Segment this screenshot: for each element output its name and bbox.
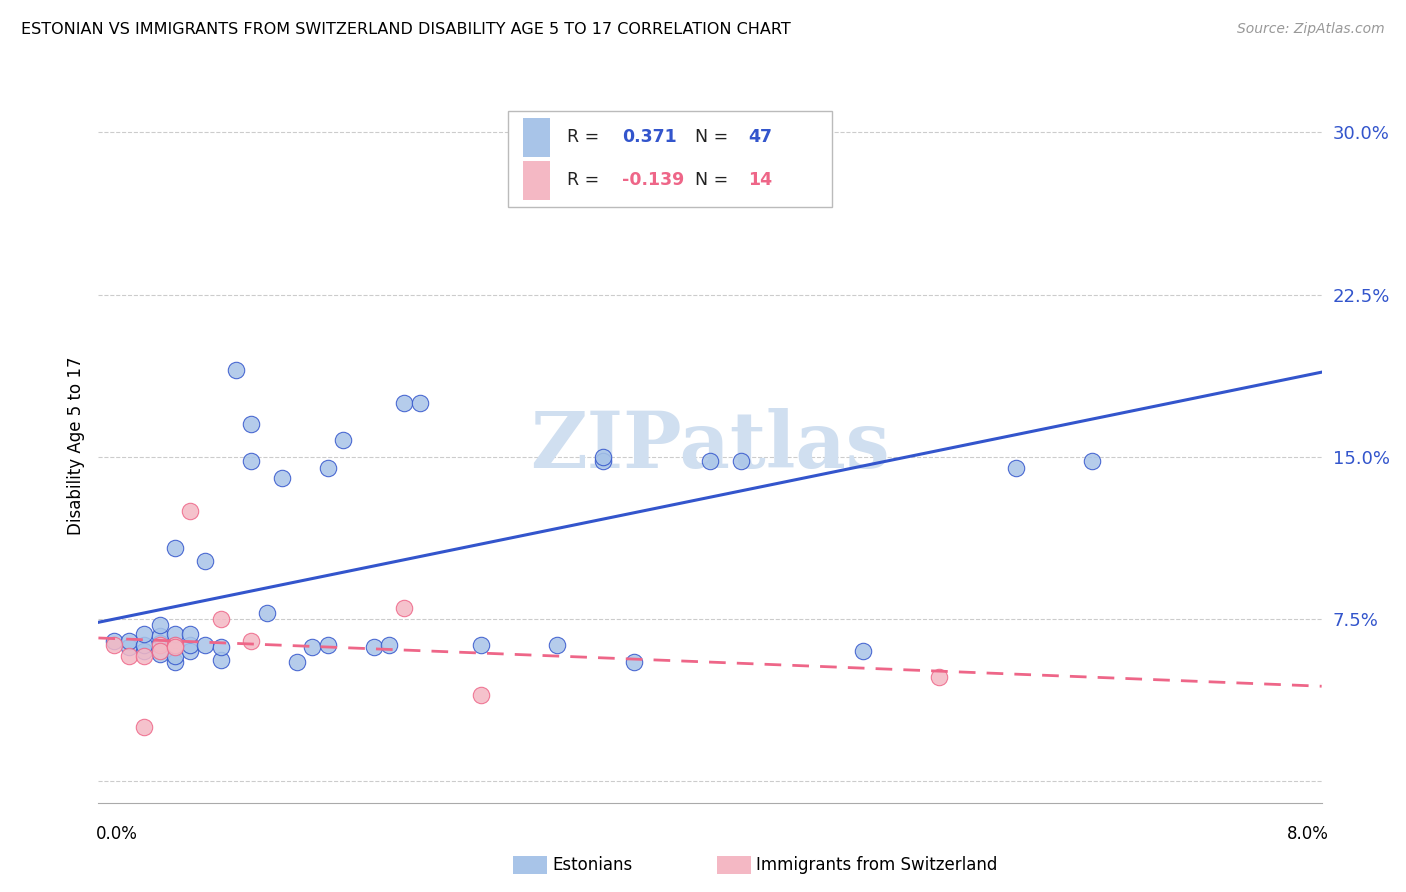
Text: 8.0%: 8.0% — [1286, 825, 1329, 843]
Text: R =: R = — [567, 128, 605, 146]
Point — [240, 454, 263, 468]
Point — [149, 636, 172, 650]
Point — [149, 629, 172, 643]
Point — [179, 638, 201, 652]
Point — [103, 638, 125, 652]
Point — [134, 627, 156, 641]
Text: Immigrants from Switzerland: Immigrants from Switzerland — [756, 856, 998, 874]
Point — [134, 644, 156, 658]
Point — [149, 638, 172, 652]
Point — [392, 601, 416, 615]
Point — [179, 644, 201, 658]
Point — [240, 417, 263, 432]
Point — [134, 720, 156, 734]
Point — [149, 618, 172, 632]
Point — [699, 454, 721, 468]
Point — [592, 450, 614, 464]
Text: ESTONIAN VS IMMIGRANTS FROM SWITZERLAND DISABILITY AGE 5 TO 17 CORRELATION CHART: ESTONIAN VS IMMIGRANTS FROM SWITZERLAND … — [21, 22, 790, 37]
Text: 0.371: 0.371 — [621, 128, 676, 146]
Point — [163, 640, 186, 654]
Text: ZIPatlas: ZIPatlas — [530, 408, 890, 484]
Point — [209, 653, 232, 667]
Point — [852, 644, 875, 658]
Text: 0.0%: 0.0% — [96, 825, 138, 843]
Point — [103, 633, 125, 648]
Point — [270, 471, 294, 485]
Point — [470, 638, 492, 652]
Point — [332, 433, 354, 447]
Point — [179, 504, 201, 518]
Text: N =: N = — [696, 128, 734, 146]
Text: 14: 14 — [748, 171, 772, 189]
Point — [179, 627, 201, 641]
Point — [470, 688, 492, 702]
Point — [408, 396, 430, 410]
Point — [316, 638, 339, 652]
Point — [592, 454, 614, 468]
Point — [256, 606, 278, 620]
Text: Estonians: Estonians — [553, 856, 633, 874]
Point — [163, 638, 186, 652]
Point — [392, 396, 416, 410]
Point — [285, 655, 308, 669]
Point — [240, 633, 263, 648]
Point — [1004, 460, 1026, 475]
Point — [623, 655, 645, 669]
Point — [1081, 454, 1104, 468]
Point — [363, 640, 385, 654]
Point — [118, 648, 141, 663]
Point — [163, 541, 186, 555]
Point — [163, 648, 186, 663]
Text: 47: 47 — [748, 128, 772, 146]
Point — [194, 553, 217, 567]
Point — [668, 190, 690, 204]
Point — [225, 363, 247, 377]
Point — [134, 638, 156, 652]
Point — [730, 454, 752, 468]
Text: R =: R = — [567, 171, 605, 189]
Point — [134, 648, 156, 663]
Text: N =: N = — [696, 171, 734, 189]
Point — [194, 638, 217, 652]
Point — [546, 638, 568, 652]
Text: -0.139: -0.139 — [621, 171, 685, 189]
Point — [163, 638, 186, 652]
Point — [209, 640, 232, 654]
Bar — [508, 111, 832, 207]
Point — [316, 460, 339, 475]
Point — [163, 655, 186, 669]
Bar — [523, 118, 550, 157]
Point — [118, 633, 141, 648]
Point — [149, 647, 172, 661]
Y-axis label: Disability Age 5 to 17: Disability Age 5 to 17 — [66, 357, 84, 535]
Point — [118, 640, 141, 654]
Text: Source: ZipAtlas.com: Source: ZipAtlas.com — [1237, 22, 1385, 37]
Point — [378, 638, 401, 652]
Point — [209, 612, 232, 626]
Point — [163, 627, 186, 641]
Bar — [523, 161, 550, 200]
Point — [301, 640, 323, 654]
Point — [928, 670, 950, 684]
Point — [149, 644, 172, 658]
